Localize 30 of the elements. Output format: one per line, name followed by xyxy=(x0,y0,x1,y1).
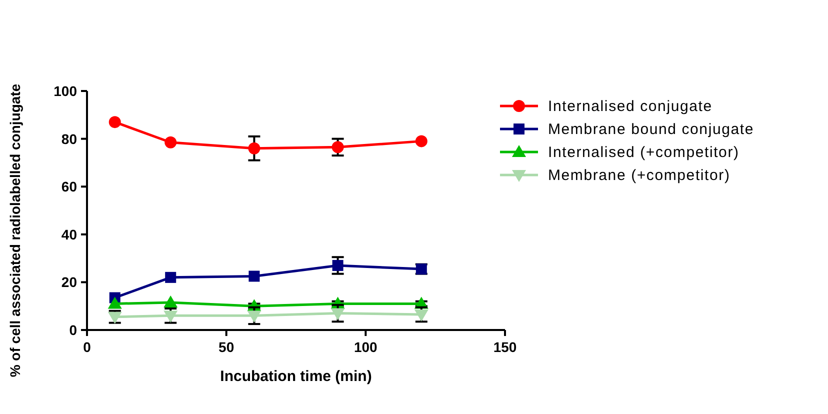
point xyxy=(248,270,260,282)
y-tick-label: 0 xyxy=(69,322,78,338)
point xyxy=(164,310,178,323)
point xyxy=(248,142,260,154)
y-tick-label: 60 xyxy=(61,178,78,195)
x-tick-label: 150 xyxy=(493,339,517,355)
point xyxy=(332,141,344,154)
point xyxy=(414,309,428,322)
y-tick-label: 20 xyxy=(61,274,78,290)
x-tick-label: 50 xyxy=(218,339,234,355)
legend-label: Internalised conjugate xyxy=(548,98,712,115)
legend-label: Internalised (+competitor) xyxy=(548,144,740,161)
x-tick-label: 100 xyxy=(354,339,378,355)
point xyxy=(164,296,178,308)
point xyxy=(164,136,177,148)
y-axis-title: % of cell associated radiolabelled conjugate xyxy=(7,84,23,378)
x-tick-label: 0 xyxy=(83,339,92,355)
legend-label: Membrane bound conjugate xyxy=(548,121,754,138)
point xyxy=(415,135,428,148)
y-tick-label: 100 xyxy=(54,83,78,99)
point xyxy=(247,310,262,323)
point xyxy=(165,272,176,283)
point xyxy=(332,260,344,271)
y-tick-label: 80 xyxy=(61,130,78,147)
x-axis-title: Incubation time (min) xyxy=(220,368,372,385)
point xyxy=(108,296,122,309)
legend-label: Membrane (+competitor) xyxy=(548,167,730,184)
point xyxy=(330,308,345,320)
point xyxy=(108,116,121,128)
y-tick-label: 40 xyxy=(61,226,78,242)
